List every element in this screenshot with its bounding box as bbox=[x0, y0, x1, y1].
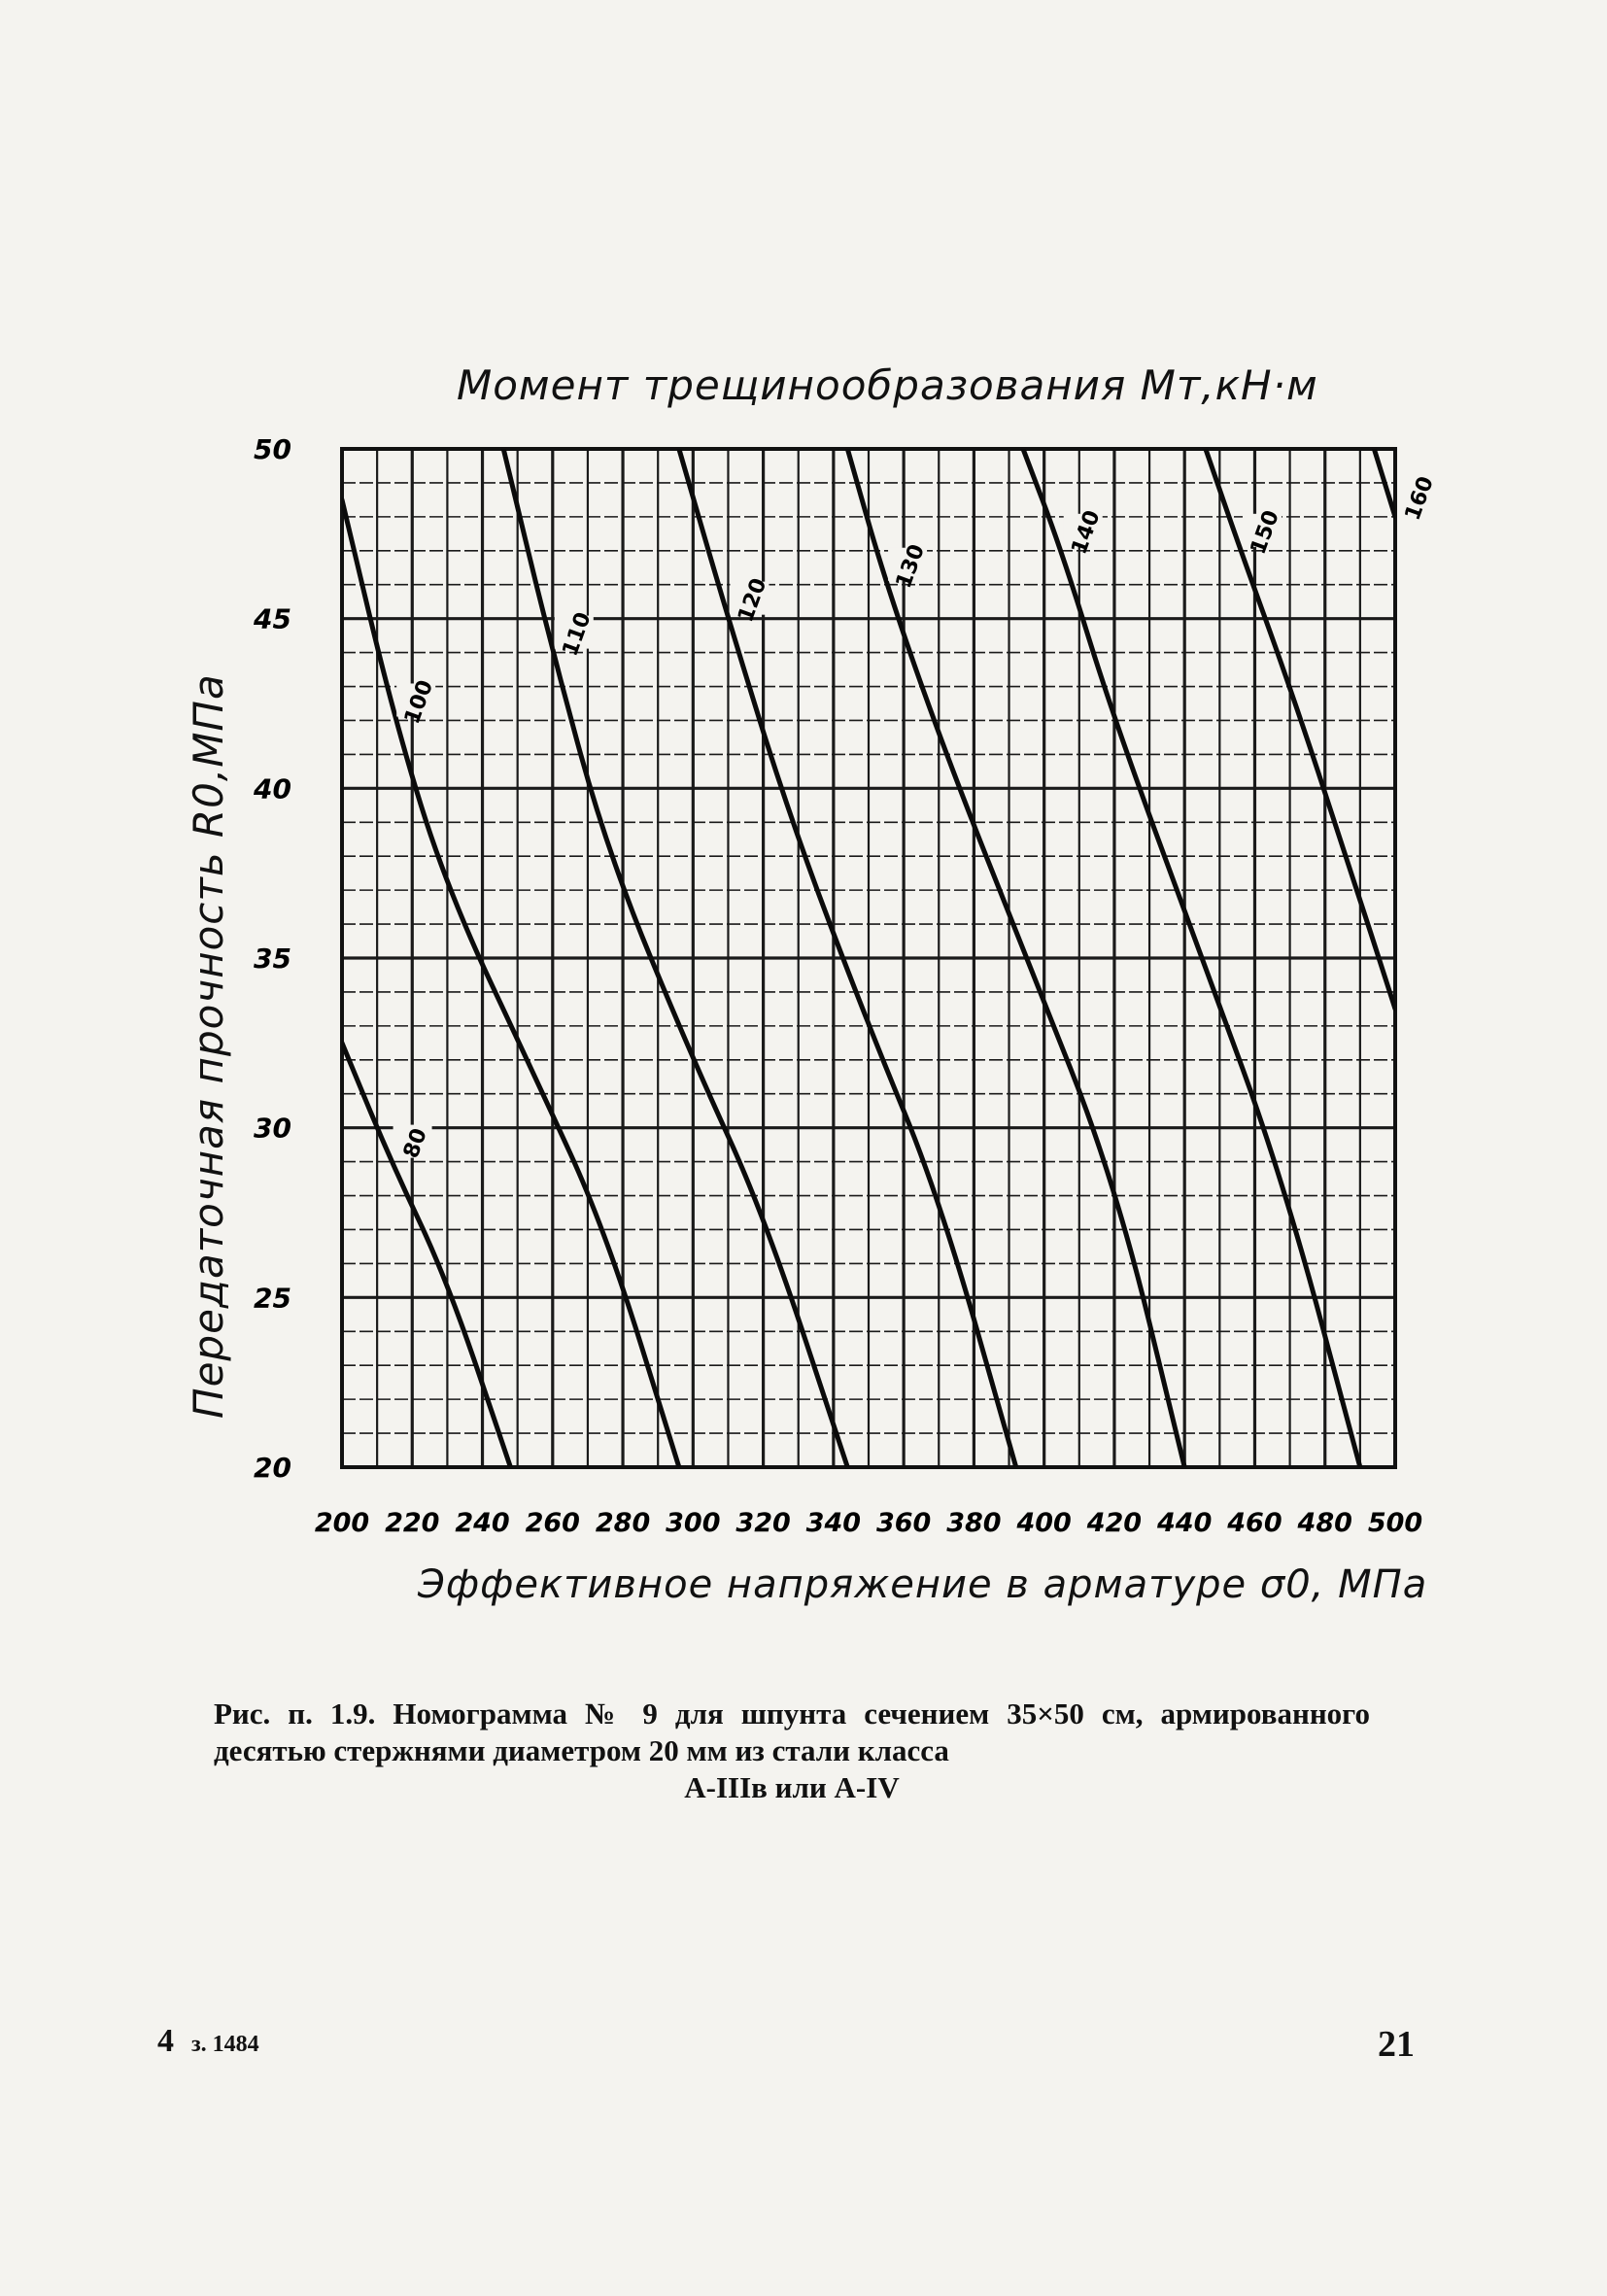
x-tick-label: 400 bbox=[1015, 1508, 1071, 1538]
curve-160 bbox=[1371, 449, 1395, 520]
x-tick-label: 340 bbox=[806, 1508, 861, 1538]
curve-120 bbox=[676, 449, 1019, 1467]
curve-label-bg bbox=[888, 547, 928, 581]
y-axis-title: Передаточная прочность R0,МПа bbox=[185, 673, 232, 1419]
curve-label-bg bbox=[396, 683, 436, 717]
curve-130 bbox=[844, 449, 1187, 1467]
x-axis-title: Эффективное напряжение в арматуре σ0, МП… bbox=[418, 1562, 1428, 1607]
y-tick-label: 50 bbox=[254, 433, 291, 465]
caption-text: Рис. п. 1.9. Номограмма № 9 для шпунта с… bbox=[214, 1696, 1370, 1767]
footer-number: 4 bbox=[157, 2023, 174, 2059]
curve-80 bbox=[342, 1040, 513, 1467]
x-tick-label: 320 bbox=[735, 1508, 790, 1538]
footer-code: з. 1484 bbox=[191, 2032, 259, 2057]
x-tick-label: 240 bbox=[455, 1508, 509, 1538]
x-tick-label: 200 bbox=[315, 1508, 369, 1538]
x-tick-label: 440 bbox=[1156, 1508, 1212, 1538]
x-tick-label: 260 bbox=[526, 1508, 580, 1538]
chart-top-title: Момент трещинообразования Мт,кН·м bbox=[457, 361, 1318, 409]
curve-label-bg bbox=[554, 615, 594, 649]
x-tick-label: 360 bbox=[876, 1508, 931, 1538]
page-number: 21 bbox=[1378, 2024, 1415, 2065]
x-tick-label: 300 bbox=[666, 1508, 720, 1538]
x-tick-label: 220 bbox=[385, 1508, 439, 1538]
curve-label-bg bbox=[730, 581, 769, 615]
curve-label-bg bbox=[393, 1124, 432, 1158]
y-tick-label: 40 bbox=[253, 772, 291, 805]
curve-140 bbox=[1020, 449, 1363, 1467]
curve-label-bg bbox=[1063, 513, 1103, 547]
y-tick-label: 30 bbox=[254, 1113, 291, 1145]
curve-150 bbox=[1203, 449, 1395, 1011]
x-tick-label: 380 bbox=[946, 1508, 1001, 1538]
curve-label-bg bbox=[1243, 513, 1282, 547]
y-tick-label: 45 bbox=[253, 603, 291, 635]
curve-110 bbox=[500, 449, 850, 1467]
curve-100 bbox=[342, 497, 682, 1467]
y-tick-label: 25 bbox=[254, 1282, 291, 1314]
figure-caption: Рис. п. 1.9. Номограмма № 9 для шпунта с… bbox=[214, 1696, 1370, 1806]
x-tick-label: 480 bbox=[1297, 1508, 1352, 1538]
y-tick-label: 20 bbox=[254, 1452, 291, 1484]
footer-signature: 4 з. 1484 bbox=[157, 2023, 259, 2060]
y-tick-label: 35 bbox=[254, 942, 291, 975]
caption-last-line: А-IIIв или А-IV bbox=[684, 1770, 900, 1804]
plot-frame bbox=[340, 447, 1397, 1469]
x-tick-label: 280 bbox=[596, 1508, 650, 1538]
x-tick-label: 460 bbox=[1226, 1508, 1282, 1538]
x-tick-label: 420 bbox=[1086, 1508, 1142, 1538]
x-tick-label: 500 bbox=[1368, 1508, 1422, 1538]
curve-label-bg bbox=[1397, 479, 1436, 513]
